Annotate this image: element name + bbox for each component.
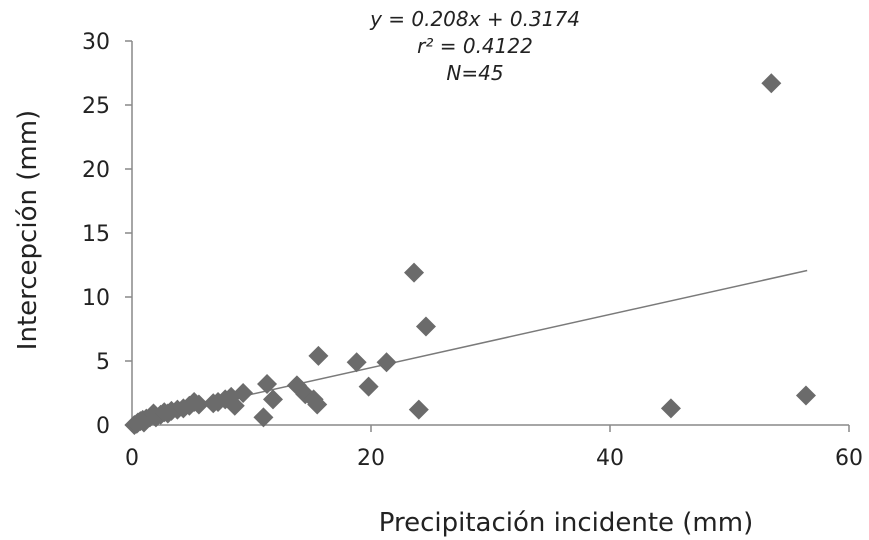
data-point xyxy=(308,346,328,366)
data-point xyxy=(416,316,436,336)
y-tick-label: 0 xyxy=(96,414,110,439)
y-tick-label: 30 xyxy=(82,30,110,55)
data-point xyxy=(404,263,424,283)
data-point xyxy=(796,386,816,406)
x-tick-label: 0 xyxy=(125,446,139,471)
r-squared-annotation: r² = 0.4122 xyxy=(417,34,533,58)
data-point xyxy=(377,352,397,372)
n-annotation: N=45 xyxy=(446,61,503,85)
y-tick-label: 15 xyxy=(82,222,110,247)
data-point xyxy=(761,73,781,93)
x-tick-label: 40 xyxy=(596,446,624,471)
y-tick-label: 5 xyxy=(96,350,110,375)
x-tick-label: 60 xyxy=(835,446,863,471)
data-point xyxy=(661,398,681,418)
data-points xyxy=(124,73,816,435)
data-point xyxy=(359,377,379,397)
data-point xyxy=(409,400,429,420)
x-axis-title: Precipitación incidente (mm) xyxy=(379,508,753,538)
equation-annotation: y = 0.208x + 0.3174 xyxy=(369,7,580,31)
y-tick-label: 25 xyxy=(82,94,110,119)
x-tick-label: 20 xyxy=(357,446,385,471)
y-tick-label: 20 xyxy=(82,158,110,183)
axes xyxy=(125,41,849,432)
y-axis-title: Intercepción (mm) xyxy=(13,110,43,350)
y-tick-label: 10 xyxy=(82,286,110,311)
